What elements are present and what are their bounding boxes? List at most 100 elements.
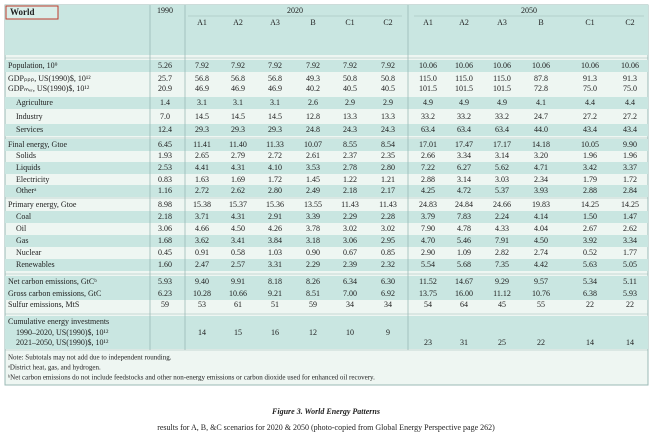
- cell-value: 2.66: [421, 151, 435, 160]
- cell-value: 12.8: [306, 112, 320, 121]
- cell-value: 31: [460, 338, 468, 347]
- cell-value: 4.50: [231, 224, 245, 233]
- cell-value: 11.52: [419, 277, 437, 286]
- cell-value: 7.92: [343, 61, 357, 70]
- cell-value: 2.47: [195, 260, 209, 269]
- scenario-header: A3: [497, 18, 507, 27]
- cell-value: 8.51: [306, 289, 320, 298]
- cell-value: 2.80: [381, 163, 395, 172]
- cell-value: 75.0: [623, 84, 637, 93]
- cell-value: 101.5: [419, 84, 437, 93]
- cell-value: 7.92: [381, 61, 395, 70]
- cell-value: 4.04: [534, 224, 548, 233]
- scenario-header: C1: [345, 18, 354, 27]
- cell-value: 4.50: [534, 236, 548, 245]
- cell-value: 43.4: [583, 125, 597, 134]
- cell-value: 63.4: [457, 125, 471, 134]
- row-label: Coal: [16, 212, 32, 221]
- cell-value: 4.26: [268, 224, 282, 233]
- year-header: 2050: [521, 6, 537, 15]
- cell-value: 2.67: [583, 224, 597, 233]
- cell-value: 46.9: [195, 84, 209, 93]
- cell-value: 22: [537, 338, 545, 347]
- cell-value: 2.37: [343, 151, 357, 160]
- cell-value: 15: [234, 328, 242, 337]
- table-note: ᵇNet carbon emissions do not include fee…: [8, 374, 375, 382]
- row-band: [5, 162, 648, 174]
- row-label: GDPₚₚₚ, US(1990)$, 10¹²: [8, 74, 91, 83]
- cell-value: 2.9: [345, 98, 355, 107]
- cell-value: 24.3: [381, 125, 395, 134]
- cell-value: 43.4: [623, 125, 637, 134]
- cell-value: 2.18: [158, 212, 172, 221]
- cell-value: 3.62: [195, 236, 209, 245]
- cell-value: 0.90: [306, 248, 320, 257]
- cell-value: 3.37: [623, 163, 637, 172]
- cell-value: 11.41: [193, 140, 211, 149]
- cell-value: 61: [234, 300, 242, 309]
- cell-value: 24.84: [455, 200, 473, 209]
- cell-value: 24.83: [419, 200, 437, 209]
- cell-value: 2.88: [421, 175, 435, 184]
- row-label: Services: [16, 125, 43, 134]
- cell-value: 63.4: [421, 125, 435, 134]
- cell-value: 2.9: [383, 98, 393, 107]
- cell-value: 2.32: [381, 260, 395, 269]
- cell-value: 2.62: [231, 186, 245, 195]
- cell-value: 13.55: [304, 200, 322, 209]
- cell-value: 5.26: [158, 61, 172, 70]
- cell-value: 40.5: [343, 84, 357, 93]
- cell-value: 1.77: [623, 248, 637, 257]
- cell-value: 91.3: [623, 74, 637, 83]
- title-box: [5, 5, 59, 20]
- cell-value: 19.83: [532, 200, 550, 209]
- cell-value: 2.79: [231, 151, 245, 160]
- cell-value: 11.40: [229, 140, 247, 149]
- cell-value: 2.65: [195, 151, 209, 160]
- cell-value: 2.24: [495, 212, 509, 221]
- cell-value: 14: [586, 338, 594, 347]
- cell-value: 2.35: [381, 151, 395, 160]
- row-band: [5, 235, 648, 247]
- cell-value: 4.1: [536, 98, 546, 107]
- cell-value: 63.4: [495, 125, 509, 134]
- cell-value: 0.58: [231, 248, 245, 257]
- cell-value: 3.02: [381, 224, 395, 233]
- cell-value: 4.41: [195, 163, 209, 172]
- cell-value: 40.2: [306, 84, 320, 93]
- row-band: [5, 327, 648, 339]
- cell-value: 3.84: [268, 236, 282, 245]
- cell-value: 7.35: [495, 260, 509, 269]
- cell-value: 33.2: [421, 112, 435, 121]
- row-label: Final energy, Gtoe: [8, 140, 68, 149]
- cell-value: 29.3: [231, 125, 245, 134]
- row-label: Primary energy, Gtoe: [8, 200, 77, 209]
- cell-value: 2.78: [343, 163, 357, 172]
- cell-value: 2.84: [623, 186, 637, 195]
- cell-value: 3.53: [306, 163, 320, 172]
- cell-value: 4.71: [534, 163, 548, 172]
- cell-value: 6.45: [158, 140, 172, 149]
- cell-value: 3.03: [495, 175, 509, 184]
- cell-value: 54: [424, 300, 432, 309]
- cell-value: 3.34: [623, 236, 637, 245]
- scenario-header: C1: [585, 18, 594, 27]
- caption-text: results for A, B, &C scenarios for 2020 …: [157, 423, 495, 432]
- row-label: Industry: [16, 112, 43, 121]
- cell-value: 24.3: [343, 125, 357, 134]
- cell-value: 8.55: [343, 140, 357, 149]
- cell-value: 3.02: [343, 224, 357, 233]
- cell-value: 13.75: [419, 289, 437, 298]
- cell-value: 15.37: [229, 200, 247, 209]
- cell-value: 2.28: [381, 212, 395, 221]
- cell-value: 10: [346, 328, 354, 337]
- cell-value: 10.06: [532, 61, 550, 70]
- scenario-header: C2: [625, 18, 634, 27]
- cell-value: 2.57: [231, 260, 245, 269]
- cell-value: 3.1: [197, 98, 207, 107]
- row-band: [5, 337, 648, 349]
- cell-value: 2.29: [343, 212, 357, 221]
- cell-value: 13.3: [381, 112, 395, 121]
- cell-value: 2.88: [583, 186, 597, 195]
